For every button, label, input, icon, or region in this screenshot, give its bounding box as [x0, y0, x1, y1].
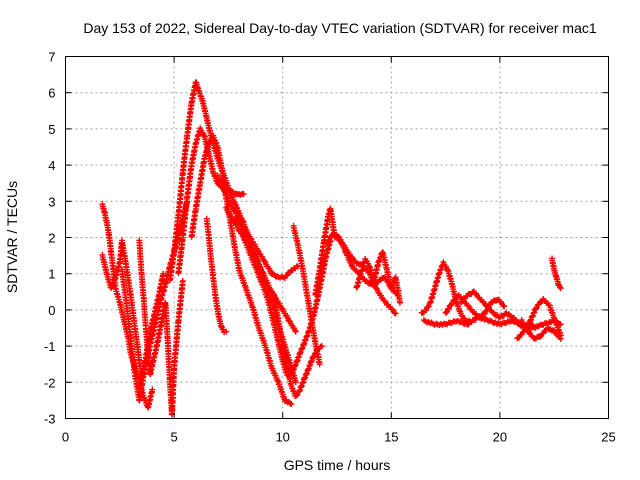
plus-markers: [312, 205, 338, 298]
x-axis-label: GPS time / hours: [284, 457, 391, 473]
series-sat-track-k: [231, 215, 301, 281]
plus-markers: [514, 296, 564, 342]
x-tick-label: 15: [384, 430, 398, 445]
y-tick-label: 6: [48, 86, 55, 101]
plus-markers: [290, 222, 323, 368]
x-tick-label: 20: [493, 430, 507, 445]
y-tick-label: 7: [48, 50, 55, 65]
series-sat-track-l: [271, 291, 325, 400]
series-sat-track-d: [136, 237, 186, 418]
plus-markers: [549, 255, 564, 292]
series-sat-track-x: [518, 317, 564, 342]
x-tick-label: 10: [275, 430, 289, 445]
y-tick-label: 2: [48, 231, 55, 246]
y-tick-label: 3: [48, 194, 55, 209]
y-axis-label: SDTVAR / TECUs: [4, 181, 20, 293]
y-tick-label: 1: [48, 267, 55, 282]
plus-markers: [353, 249, 403, 306]
x-tick-label: 25: [601, 430, 615, 445]
chart-title: Day 153 of 2022, Sidereal Day-to-day VTE…: [83, 20, 596, 36]
y-tick-label: 0: [48, 303, 55, 318]
plus-markers: [223, 204, 291, 379]
plus-markers: [518, 317, 564, 342]
y-tick-label: -2: [44, 375, 56, 390]
x-tick-label: 5: [170, 430, 177, 445]
series-sat-track-r: [353, 249, 403, 306]
series-sat-track-t: [420, 313, 564, 332]
y-tick-label: -3: [44, 412, 56, 427]
series-sat-track-w: [514, 296, 564, 342]
plus-markers: [203, 215, 230, 336]
plus-markers: [420, 313, 564, 332]
x-tick-label: 0: [62, 430, 69, 445]
axis-ticks: [65, 56, 609, 419]
series-sat-track-n: [290, 222, 323, 368]
series-sat-track-h: [203, 215, 230, 336]
x-tick-labels: 0 5 10 15 20 25: [62, 430, 616, 445]
y-tick-label: 5: [48, 122, 55, 137]
data-marks: [99, 79, 564, 418]
series-sat-track-j: [223, 204, 291, 379]
plus-markers: [231, 215, 301, 281]
plus-markers: [188, 132, 295, 408]
y-tick-label: 4: [48, 158, 55, 173]
plus-markers: [271, 291, 325, 400]
plus-markers: [136, 237, 186, 418]
series-sat-track-y: [549, 255, 564, 292]
series-sat-track-g: [188, 132, 295, 408]
series-sat-track-o: [312, 205, 338, 298]
y-tick-label: -1: [44, 339, 56, 354]
y-tick-labels: -3 -2 -1 0 1 2 3 4 5 6 7: [44, 50, 56, 427]
